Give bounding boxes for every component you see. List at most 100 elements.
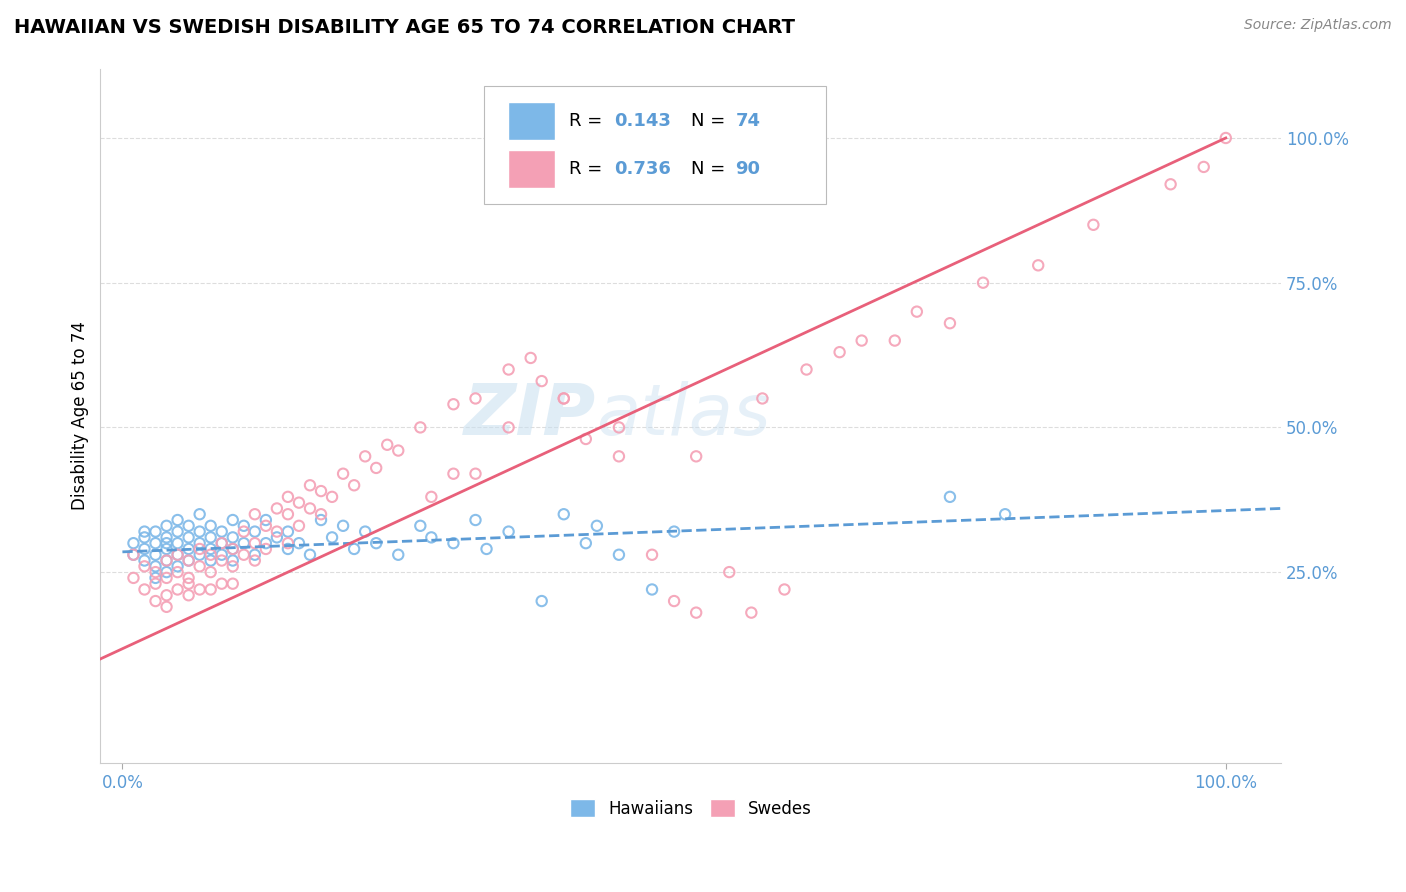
Point bbox=[288, 496, 311, 510]
Point bbox=[1083, 218, 1105, 232]
Point bbox=[575, 432, 598, 446]
Point bbox=[254, 536, 277, 550]
Point bbox=[134, 530, 156, 544]
Point bbox=[177, 518, 200, 533]
Point bbox=[409, 518, 432, 533]
Point bbox=[366, 461, 388, 475]
Point bbox=[232, 536, 254, 550]
Point bbox=[332, 467, 354, 481]
Point bbox=[519, 351, 541, 365]
Text: 0.143: 0.143 bbox=[614, 112, 671, 129]
Point bbox=[177, 571, 200, 585]
Point bbox=[145, 524, 167, 539]
Point bbox=[222, 559, 245, 574]
Point bbox=[553, 392, 575, 406]
Point bbox=[188, 559, 211, 574]
Text: R =: R = bbox=[569, 112, 607, 129]
Point bbox=[288, 536, 311, 550]
Point bbox=[1192, 160, 1215, 174]
Point bbox=[155, 599, 177, 614]
Point bbox=[134, 541, 156, 556]
Point bbox=[155, 541, 177, 556]
Point bbox=[211, 548, 233, 562]
Point bbox=[243, 548, 266, 562]
Point bbox=[266, 524, 288, 539]
Point bbox=[441, 467, 464, 481]
Point bbox=[145, 594, 167, 608]
Point bbox=[232, 524, 254, 539]
Point bbox=[277, 490, 299, 504]
Point bbox=[200, 518, 222, 533]
Point bbox=[166, 536, 188, 550]
Point bbox=[145, 565, 167, 579]
Point bbox=[851, 334, 873, 348]
Point bbox=[441, 397, 464, 411]
Point bbox=[166, 513, 188, 527]
Point bbox=[243, 536, 266, 550]
Point bbox=[134, 524, 156, 539]
Point bbox=[188, 507, 211, 521]
Point bbox=[145, 571, 167, 585]
Text: N =: N = bbox=[690, 161, 731, 178]
Point bbox=[145, 536, 167, 550]
Point bbox=[883, 334, 905, 348]
Point bbox=[155, 588, 177, 602]
Point bbox=[298, 501, 321, 516]
Point bbox=[188, 524, 211, 539]
Point bbox=[155, 536, 177, 550]
Point bbox=[1215, 131, 1237, 145]
Point bbox=[685, 450, 707, 464]
Point bbox=[211, 576, 233, 591]
Point bbox=[498, 420, 520, 434]
Point bbox=[309, 484, 332, 499]
Point bbox=[122, 536, 145, 550]
Point bbox=[939, 490, 962, 504]
Point bbox=[773, 582, 796, 597]
Point bbox=[177, 541, 200, 556]
Point bbox=[166, 582, 188, 597]
Point bbox=[298, 548, 321, 562]
Point bbox=[254, 513, 277, 527]
Point bbox=[177, 553, 200, 567]
Point bbox=[200, 548, 222, 562]
Point bbox=[200, 582, 222, 597]
Point bbox=[155, 518, 177, 533]
Bar bbox=[508, 102, 555, 140]
Point bbox=[332, 518, 354, 533]
Point bbox=[200, 530, 222, 544]
Point bbox=[243, 553, 266, 567]
Point bbox=[155, 553, 177, 567]
Point bbox=[994, 507, 1017, 521]
Text: 0.736: 0.736 bbox=[614, 161, 671, 178]
Point bbox=[145, 559, 167, 574]
Point bbox=[321, 490, 343, 504]
Point bbox=[409, 420, 432, 434]
Point bbox=[309, 507, 332, 521]
Point bbox=[662, 524, 685, 539]
Point bbox=[211, 536, 233, 550]
Text: HAWAIIAN VS SWEDISH DISABILITY AGE 65 TO 74 CORRELATION CHART: HAWAIIAN VS SWEDISH DISABILITY AGE 65 TO… bbox=[14, 18, 794, 37]
Point bbox=[277, 541, 299, 556]
Point bbox=[387, 548, 409, 562]
Point bbox=[177, 530, 200, 544]
Point bbox=[607, 420, 630, 434]
Point bbox=[553, 507, 575, 521]
Point bbox=[188, 541, 211, 556]
Point bbox=[586, 518, 609, 533]
Point bbox=[166, 548, 188, 562]
Point bbox=[464, 467, 486, 481]
Point bbox=[222, 541, 245, 556]
Point bbox=[475, 541, 498, 556]
Point bbox=[188, 548, 211, 562]
Point bbox=[177, 553, 200, 567]
Point bbox=[288, 518, 311, 533]
Y-axis label: Disability Age 65 to 74: Disability Age 65 to 74 bbox=[72, 321, 89, 510]
Point bbox=[145, 548, 167, 562]
Text: atlas: atlas bbox=[596, 381, 770, 450]
Point bbox=[243, 524, 266, 539]
Point bbox=[232, 518, 254, 533]
Point bbox=[277, 507, 299, 521]
Point bbox=[387, 443, 409, 458]
Point bbox=[607, 548, 630, 562]
Point bbox=[211, 553, 233, 567]
